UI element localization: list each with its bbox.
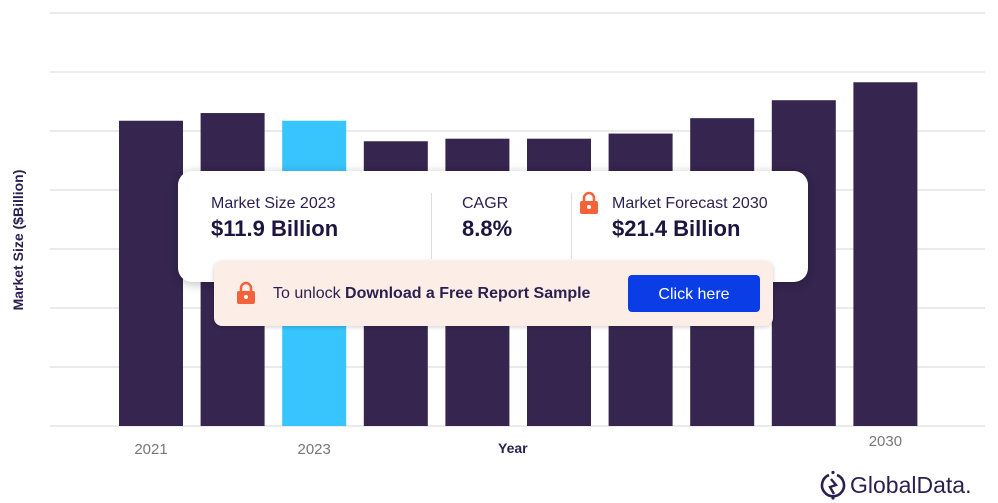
forecast-section: Market Forecast 2030 $21.4 Billion — [612, 195, 768, 242]
click-here-button[interactable]: Click here — [628, 275, 760, 312]
x-tick-label: 2030 — [869, 433, 902, 450]
cagr-value: 8.8% — [462, 216, 513, 241]
x-tick-label: 2021 — [134, 441, 167, 458]
unlock-text-bold: Download a Free Report Sample — [345, 285, 591, 302]
market-size-label: Market Size 2023 — [211, 195, 336, 212]
globaldata-logo: GlobalData. — [820, 470, 971, 500]
globaldata-logo-icon — [820, 470, 846, 500]
x-tick-label: 2023 — [298, 441, 331, 458]
x-axis-label: Year — [498, 440, 528, 456]
divider — [571, 193, 572, 259]
bar-2030 — [853, 82, 918, 427]
cagr-label: CAGR — [462, 195, 509, 212]
logo-text: GlobalData. — [850, 471, 972, 498]
unlock-text-prefix: To unlock — [273, 285, 346, 302]
unlock-banner: To unlock Download a Free Report Sample … — [214, 261, 773, 326]
cagr-section: CAGR 8.8% — [462, 195, 512, 242]
bar-2021 — [119, 120, 183, 426]
market-size-section: Market Size 2023 $11.9 Billion — [211, 195, 338, 242]
forecast-value: $21.4 Billion — [612, 216, 741, 241]
divider — [431, 193, 432, 259]
lock-icon — [237, 281, 255, 304]
unlock-text: To unlock Download a Free Report Sample — [273, 285, 590, 303]
forecast-label: Market Forecast 2030 — [612, 195, 768, 212]
market-size-value: $11.9 Billion — [211, 216, 339, 241]
lock-icon — [580, 191, 598, 214]
y-axis-label: Market Size ($Billion) — [10, 169, 26, 311]
